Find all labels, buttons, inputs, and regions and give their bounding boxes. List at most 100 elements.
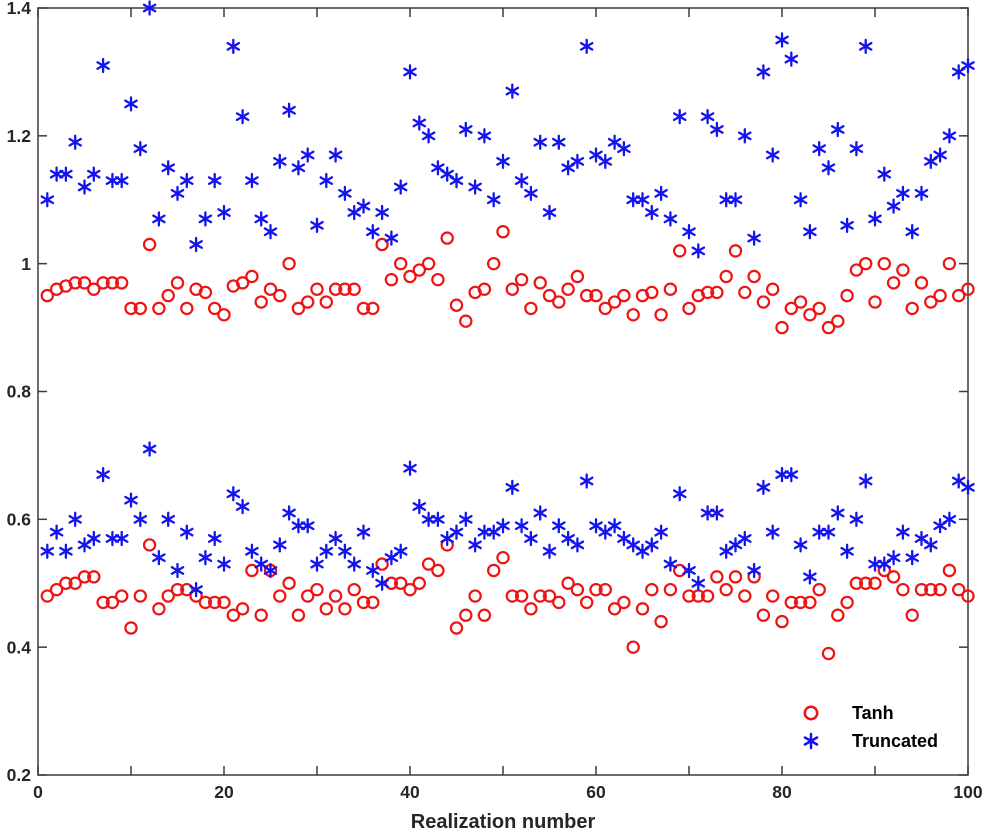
data-point-tanh [40, 288, 55, 303]
data-point-tanh [570, 269, 585, 284]
data-point-tanh [570, 582, 585, 597]
data-point-tanh [700, 589, 715, 603]
asterisk-arm [403, 67, 417, 77]
data-point-tanh [552, 595, 566, 610]
data-point-tanh [114, 589, 129, 603]
data-point-tanh [319, 602, 333, 616]
asterisk-arm [756, 482, 771, 492]
asterisk-arm [784, 470, 799, 479]
data-point-tanh [180, 582, 194, 597]
y-tick-label: 0.6 [7, 509, 32, 529]
asterisk-arm [914, 188, 929, 198]
asterisk-arm [235, 112, 250, 122]
asterisk-arm [765, 527, 780, 537]
data-point-tanh [924, 295, 938, 309]
asterisk-arm [393, 546, 408, 556]
data-point-tanh [347, 582, 361, 597]
data-point-truncated [793, 537, 808, 553]
data-point-tanh [626, 640, 640, 654]
asterisk-arm [459, 125, 473, 134]
data-point-tanh [487, 256, 501, 271]
data-point-truncated [663, 211, 678, 227]
asterisk-arm [858, 476, 873, 486]
data-point-tanh [831, 314, 845, 328]
data-point-truncated [533, 134, 547, 150]
asterisk-arm [700, 112, 715, 122]
legend-marker-asterisk [803, 732, 819, 750]
data-point-truncated [765, 147, 780, 163]
asterisk-arm [412, 502, 427, 511]
asterisk-arm [831, 125, 845, 134]
asterisk-arm [217, 208, 231, 217]
data-point-tanh [59, 576, 73, 590]
data-point-truncated [459, 121, 473, 138]
data-point-truncated [40, 192, 55, 208]
data-point-tanh [431, 272, 445, 287]
asterisk-arm [514, 521, 529, 531]
data-point-tanh [533, 276, 547, 290]
data-point-tanh [338, 282, 352, 296]
data-point-tanh [682, 301, 696, 316]
data-point-truncated [533, 505, 547, 521]
data-point-tanh [366, 595, 380, 610]
asterisk-arm [282, 105, 296, 115]
data-point-truncated [486, 192, 501, 208]
data-point-tanh [449, 621, 464, 635]
data-point-tanh [133, 301, 147, 316]
asterisk-arm [207, 534, 222, 543]
x-tick-label: 100 [953, 782, 982, 802]
data-point-truncated [114, 172, 129, 189]
asterisk-arm [812, 144, 826, 154]
data-point-truncated [691, 575, 706, 591]
data-point-truncated [384, 230, 399, 246]
data-point-truncated [207, 172, 222, 189]
data-point-truncated [235, 109, 250, 125]
data-point-tanh [198, 285, 213, 300]
data-point-truncated [319, 172, 334, 189]
asterisk-arm [505, 482, 520, 492]
x-tick-label: 40 [400, 782, 420, 802]
data-point-tanh [756, 608, 771, 622]
data-point-truncated [273, 537, 287, 553]
data-point-tanh [180, 301, 194, 316]
data-point-truncated [217, 556, 231, 572]
asterisk-arm [338, 546, 352, 556]
asterisk-arm [207, 176, 222, 185]
data-point-truncated [933, 147, 947, 163]
data-point-tanh [700, 285, 715, 300]
data-point-tanh [589, 288, 603, 303]
asterisk-arm [49, 527, 64, 537]
asterisk-arm [905, 553, 919, 563]
asterisk-arm [589, 150, 603, 160]
asterisk-arm [524, 188, 538, 198]
asterisk-arm [840, 546, 854, 556]
asterisk-arm [77, 182, 92, 192]
asterisk-arm [514, 176, 529, 185]
data-point-tanh [421, 256, 436, 271]
data-point-truncated [49, 524, 64, 540]
asterisk-arm [617, 534, 631, 543]
data-point-tanh [710, 570, 724, 584]
data-point-tanh [152, 301, 166, 316]
data-point-tanh [942, 256, 957, 271]
asterisk-arm [338, 188, 352, 198]
data-point-truncated [514, 518, 529, 534]
data-point-tanh [840, 595, 854, 610]
data-point-truncated [300, 518, 315, 534]
data-point-tanh [96, 276, 110, 290]
data-point-tanh [366, 301, 380, 316]
data-point-truncated [868, 211, 882, 227]
data-point-tanh [952, 288, 966, 303]
data-point-tanh [933, 288, 947, 303]
data-point-truncated [552, 518, 566, 534]
asterisk-arm [40, 546, 55, 556]
data-point-tanh [542, 288, 557, 303]
asterisk-arm [849, 144, 864, 154]
data-point-tanh [468, 589, 482, 603]
asterisk-arm [505, 86, 520, 96]
data-point-truncated [263, 562, 278, 579]
data-point-truncated [142, 0, 157, 16]
data-point-tanh [589, 582, 603, 597]
